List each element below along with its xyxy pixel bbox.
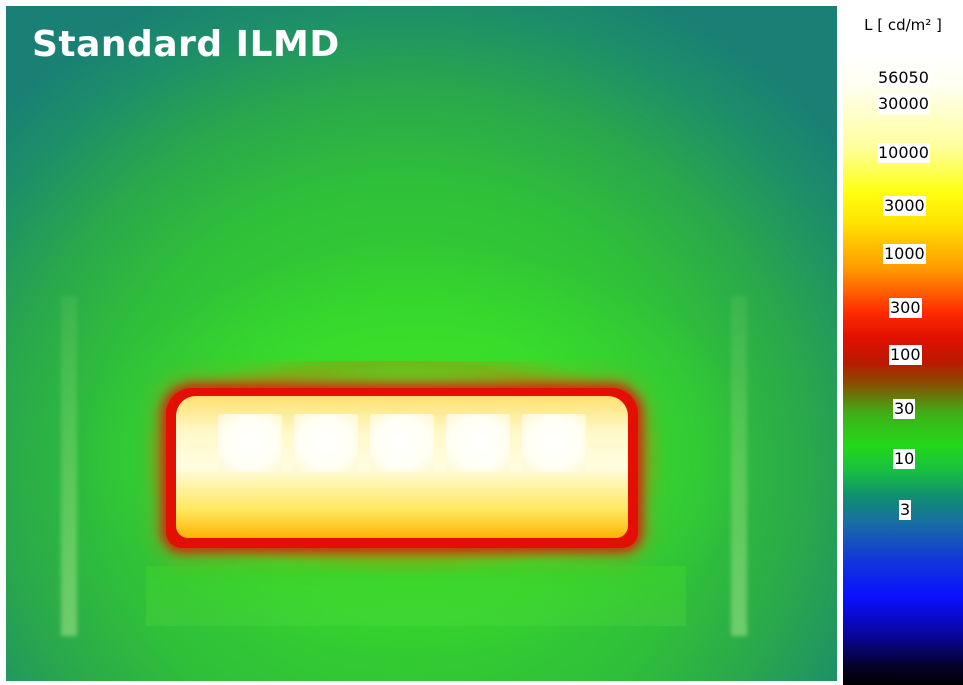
housing-base — [146, 566, 686, 626]
image-title: Standard ILMD — [32, 24, 340, 65]
left-housing-edge — [61, 296, 77, 636]
led-cell — [446, 414, 510, 472]
colorbar-unit-label: L [ cd/m² ] — [864, 16, 942, 34]
right-housing-edge — [731, 296, 747, 636]
colorbar-tick-label: 10000 — [877, 143, 930, 163]
led-cell — [370, 414, 434, 472]
lamp-body — [166, 388, 638, 548]
luminance-image: Standard ILMD — [6, 6, 837, 681]
colorbar-tick-label: 300 — [889, 298, 922, 318]
colorbar-tick-label: 3 — [899, 500, 912, 520]
colorbar-tick-label: 30 — [893, 399, 916, 419]
lamp-emitting-area — [176, 396, 628, 538]
colorbar-tick-label: 1000 — [883, 244, 926, 264]
led-cell — [294, 414, 358, 472]
colorbar-tick-label: 56050 — [877, 68, 930, 88]
colorbar-tick-label: 10 — [893, 449, 916, 469]
led-cell — [522, 414, 586, 472]
led-cell — [218, 414, 282, 472]
colorbar-tick-label: 3000 — [883, 196, 926, 216]
colorbar-tick-label: 100 — [889, 345, 922, 365]
luminance-colorbar: L [ cd/m² ] 56050 30000 10000 3000 1000 … — [837, 6, 963, 685]
colorbar-tick-label: 30000 — [877, 94, 930, 114]
